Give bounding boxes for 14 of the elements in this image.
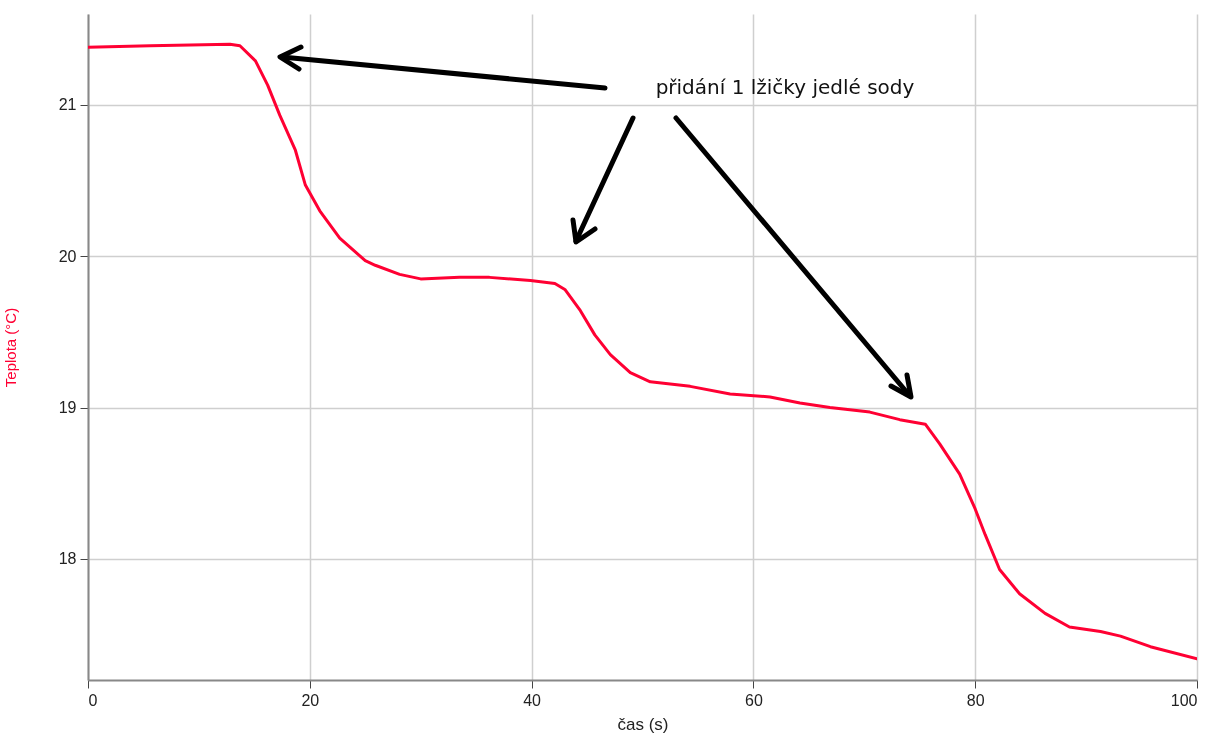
y-tick-label: 19 — [58, 399, 77, 417]
x-axis-title: čas (s) — [617, 714, 669, 734]
y-tick-label: 20 — [58, 247, 77, 265]
y-tick-label: 21 — [58, 96, 77, 114]
annotation: přidání 1 lžičky jedlé sody — [655, 75, 915, 99]
line-series — [88, 42, 1197, 661]
x-tick-label: 100 — [1170, 691, 1198, 709]
x-tick-label: 0 — [88, 691, 98, 709]
x-tick-label: 40 — [523, 691, 542, 709]
x-tick-label: 20 — [301, 691, 320, 709]
x-tick-label: 80 — [966, 691, 985, 709]
x-tick-label: 60 — [745, 691, 763, 709]
y-axis-title: Teplota (°C) — [1, 307, 19, 388]
y-tick-label: 18 — [58, 550, 77, 568]
